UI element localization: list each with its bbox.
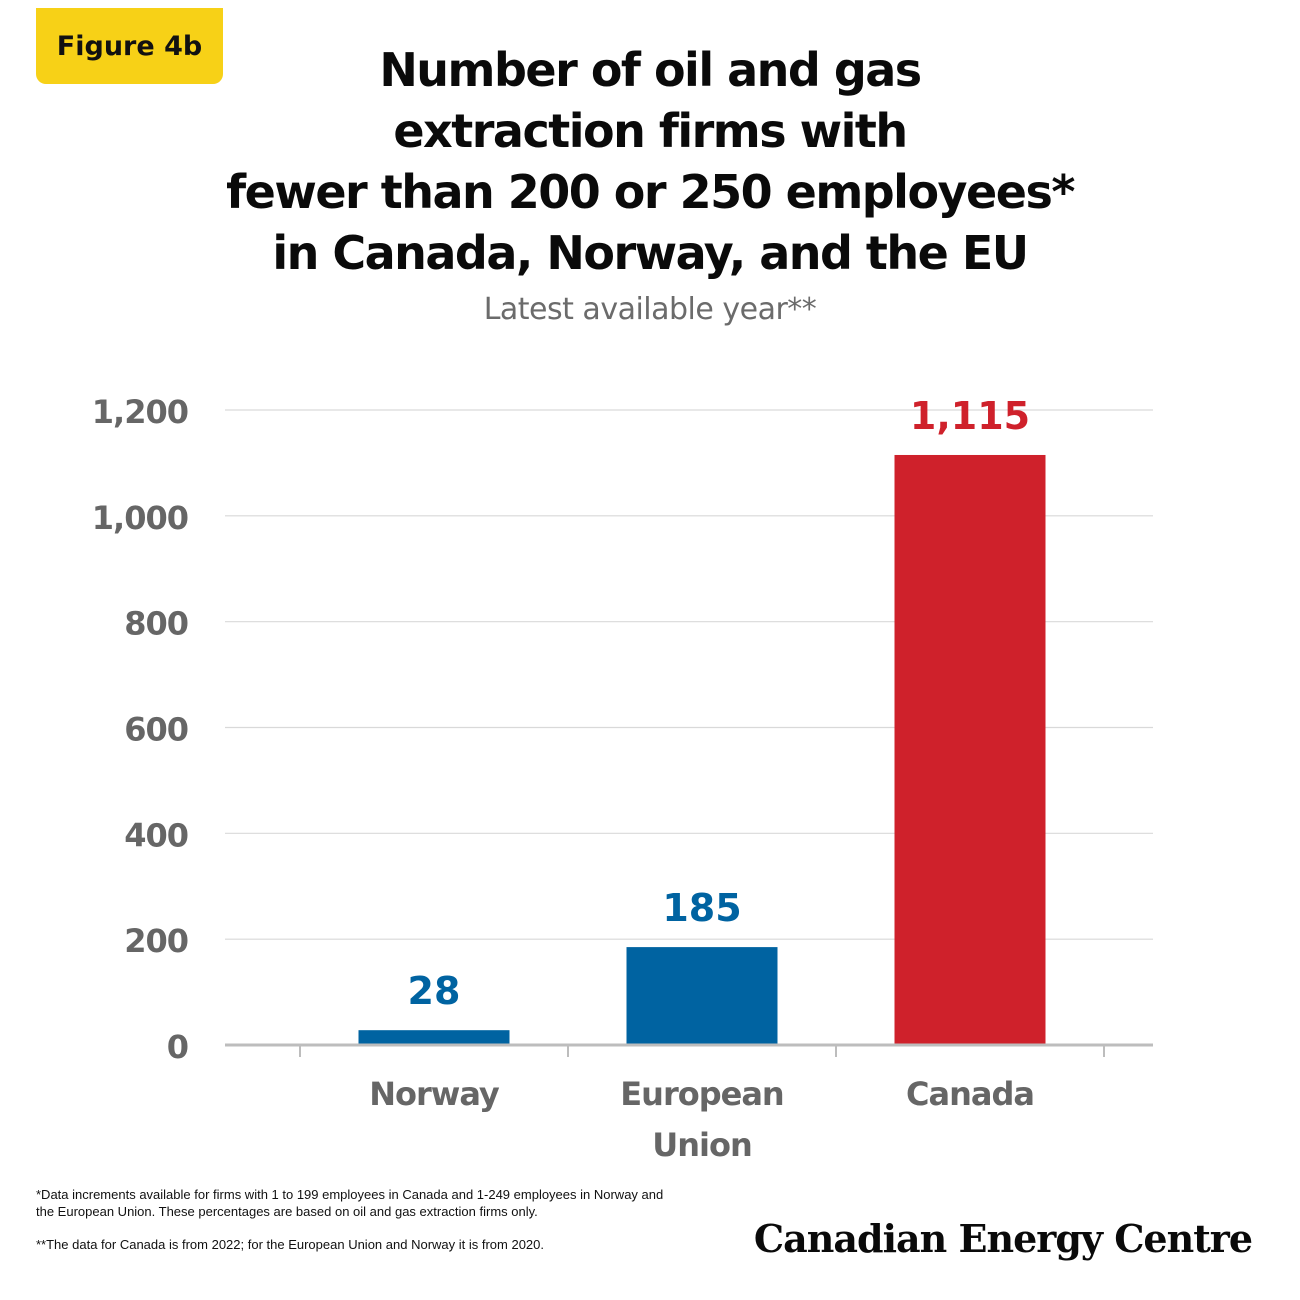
bar [894,454,1046,1046]
y-tick-label: 400 [124,816,188,854]
y-tick-label: 200 [124,922,188,960]
data-label: 28 [408,969,461,1013]
footnote-1: *Data increments available for firms wit… [36,1187,664,1219]
data-label: 185 [662,886,741,930]
x-tick-label: European [620,1075,783,1113]
brand-logo: Canadian Energy Centre [753,1216,1253,1261]
title-line-3: fewer than 200 or 250 employees* [226,165,1075,219]
y-tick-label: 1,200 [92,393,188,431]
bar [626,947,778,1045]
footnotes: *Data increments available for firms wit… [36,1186,676,1269]
y-tick-label: 600 [124,711,188,749]
chart-subtitle: Latest available year** [483,292,817,327]
data-label: 1,115 [910,394,1030,438]
title-line-2: extraction firms with [393,104,908,158]
x-tick-label: Norway [369,1075,500,1113]
title-line-4: in Canada, Norway, and the EU [272,226,1029,280]
title-line-1: Number of oil and gas [379,43,922,97]
x-axis: Norway European Union Canada [225,1043,1153,1164]
bars: 28 185 1,115 [358,394,1046,1046]
y-tick-label: 0 [167,1028,188,1066]
y-tick-label: 800 [124,605,188,643]
y-axis: 0 200 400 600 800 1,000 1,200 [92,393,189,1066]
x-tick-label: Union [652,1126,752,1164]
footnote-2: **The data for Canada is from 2022; for … [36,1237,545,1252]
figure-badge: Figure 4b [36,8,223,84]
chart-title: Number of oil and gas extraction firms w… [220,40,1080,327]
x-tick-label: Canada [906,1075,1034,1113]
bar [358,1030,510,1045]
y-tick-label: 1,000 [92,499,188,537]
